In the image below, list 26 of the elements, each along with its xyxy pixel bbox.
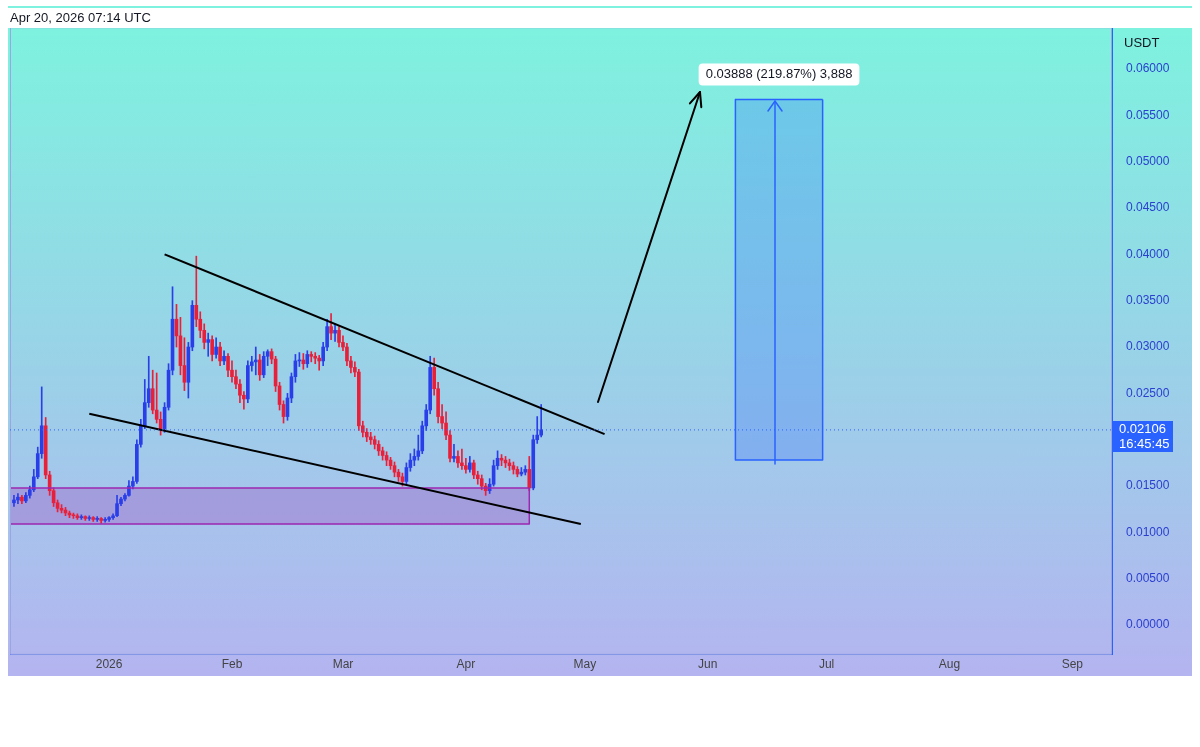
x-tick-label: Aug bbox=[938, 657, 961, 672]
x-tick-label: Sep bbox=[1061, 657, 1084, 672]
text: 16:45:45 bbox=[1119, 436, 1170, 452]
y-tick-label: 0.01500 bbox=[1126, 478, 1170, 493]
y-tick-label: 0.05500 bbox=[1126, 107, 1170, 122]
y-tick-label: 0.01000 bbox=[1126, 524, 1170, 539]
y-tick-label: 0.03500 bbox=[1126, 292, 1170, 307]
x-tick-label: May bbox=[573, 657, 597, 672]
y-tick-label: 0.04500 bbox=[1126, 200, 1170, 215]
x-tick-label: Jul bbox=[818, 657, 835, 672]
y-tick-label: 0.00000 bbox=[1126, 617, 1170, 632]
y-tick-label: 0.03000 bbox=[1126, 339, 1170, 354]
y-tick-label: 0.04000 bbox=[1126, 246, 1170, 261]
y-tick-label: 0.06000 bbox=[1126, 61, 1170, 76]
x-tick-label: Jun bbox=[697, 657, 718, 672]
x-tick-label: Apr bbox=[456, 657, 476, 672]
chart-subtitle: Apr 20, 2026 07:14 UTC bbox=[8, 8, 1192, 28]
y-tick-label: 0.05000 bbox=[1126, 153, 1170, 168]
y-tick-label: 0.00500 bbox=[1126, 571, 1170, 586]
y-axis-title: USDT bbox=[1124, 34, 1160, 50]
x-tick-label: Mar bbox=[332, 657, 354, 672]
y-tick-label: 0.02500 bbox=[1126, 385, 1170, 400]
x-tick-label: Feb bbox=[221, 657, 243, 672]
x-tick-label: 2026 bbox=[95, 657, 123, 672]
ref-line-label: 0.02106 bbox=[1119, 421, 1166, 437]
annotation: 0.03888 (219.87%) 3,888 bbox=[705, 66, 853, 82]
